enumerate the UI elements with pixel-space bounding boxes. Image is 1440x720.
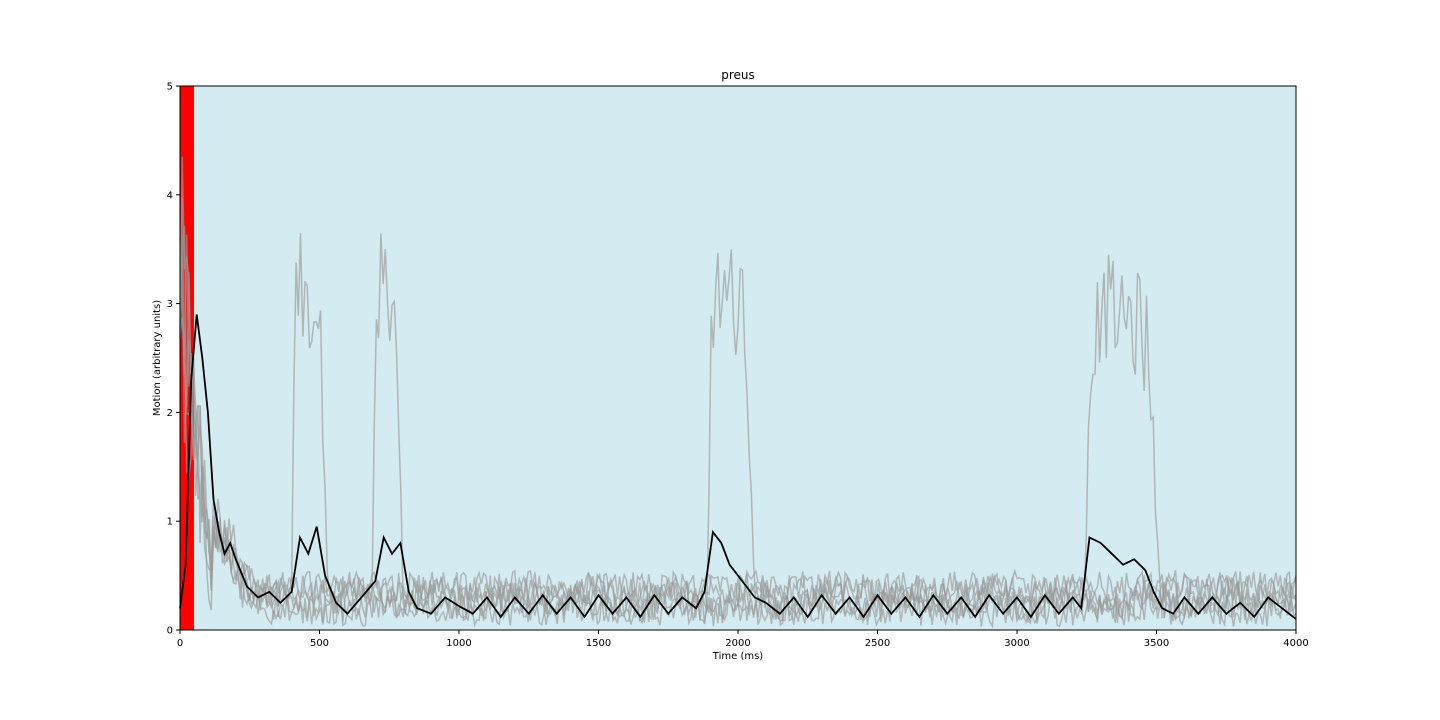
x-tick-label: 2000 (725, 638, 750, 649)
trial-line (179, 234, 1297, 627)
plot-background (180, 86, 1296, 630)
y-axis-label: Motion (arbitrary units) (152, 300, 163, 416)
x-tick-label: 3000 (1004, 638, 1029, 649)
y-tick-label: 4 (167, 190, 173, 201)
mean-line (179, 314, 1297, 620)
y-tick-label: 1 (167, 517, 173, 528)
mean-line-layer (179, 314, 1297, 620)
y-tick-label: 3 (167, 299, 173, 310)
x-axis: 0 500 1000 1500 2000 2500 3000 3500 4000 (177, 630, 1309, 649)
trial-line (179, 256, 1297, 628)
x-tick-label: 2500 (865, 638, 890, 649)
y-tick-label: 5 (167, 82, 173, 93)
trial-lines-layer (179, 156, 1297, 629)
x-axis-label: Time (ms) (712, 651, 764, 662)
chart-title: preus (721, 68, 755, 82)
y-tick-label: 2 (167, 408, 173, 419)
x-tick-label: 500 (310, 638, 329, 649)
y-tick-label: 0 (167, 626, 173, 637)
x-tick-label: 0 (177, 638, 183, 649)
x-tick-label: 4000 (1283, 638, 1308, 649)
x-tick-label: 1000 (446, 638, 471, 649)
y-axis: 0 1 2 3 4 5 (167, 82, 180, 637)
trial-line (179, 225, 1297, 628)
x-tick-label: 3500 (1144, 638, 1169, 649)
x-tick-label: 1500 (586, 638, 611, 649)
